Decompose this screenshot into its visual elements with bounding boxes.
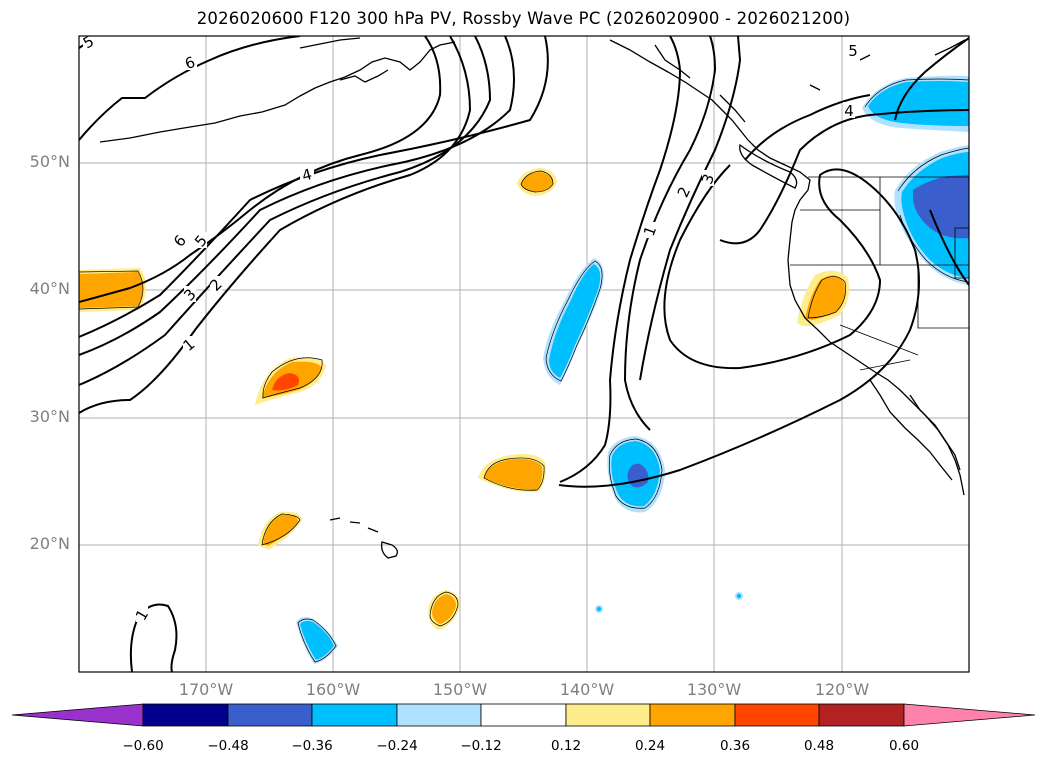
graticule xyxy=(79,36,969,672)
lon-label-160w: 160°W xyxy=(305,680,361,699)
colorbar-extend-low xyxy=(11,703,144,727)
contour-label: 4 xyxy=(844,102,854,120)
colorbar-bin xyxy=(565,703,651,727)
lat-label-40n: 40°N xyxy=(29,279,70,298)
lon-label-150w: 150°W xyxy=(432,680,488,699)
colorbar-tick: 0.60 xyxy=(888,738,920,754)
colorbar xyxy=(11,703,1036,727)
colorbar-extend-high xyxy=(903,703,1036,727)
lat-label-50n: 50°N xyxy=(29,152,70,171)
colorbar-tick: −0.12 xyxy=(460,738,502,754)
contour-label: 4 xyxy=(300,165,314,185)
map-title: 2026020600 F120 300 hPa PV, Rossby Wave … xyxy=(196,9,851,28)
colorbar-tick: −0.36 xyxy=(291,738,333,754)
colorbar-tick: −0.60 xyxy=(122,738,164,754)
contour-label: 5 xyxy=(848,42,858,60)
colorbar-bin xyxy=(734,703,820,727)
colorbar-tick: −0.24 xyxy=(376,738,418,754)
colorbar-tick: 0.24 xyxy=(634,738,666,754)
colorbar-bin xyxy=(142,703,229,727)
contour-label: 1 xyxy=(180,335,199,355)
lat-label-30n: 30°N xyxy=(29,407,70,426)
rossby-wave-shading xyxy=(79,75,969,664)
political-borders xyxy=(790,176,969,371)
lon-label-130w: 130°W xyxy=(686,680,742,699)
colorbar-bin xyxy=(649,703,736,727)
map-content: 5 6 4 6 5 3 2 1 1 2 3 4 5 1 xyxy=(79,36,969,672)
colorbar-bin xyxy=(227,703,313,727)
blob-outlines xyxy=(79,78,969,663)
colorbar-bin xyxy=(396,703,482,727)
colorbar-tick: 0.48 xyxy=(803,738,835,754)
colorbar-bin xyxy=(818,703,905,727)
map-frame xyxy=(78,35,970,673)
pv-contours xyxy=(79,36,969,672)
lon-label-170w: 170°W xyxy=(178,680,234,699)
colorbar-bin xyxy=(311,703,398,727)
colorbar-tick: 0.12 xyxy=(550,738,582,754)
contour-label-plates xyxy=(83,36,859,622)
colorbar-tick: 0.36 xyxy=(719,738,751,754)
lat-label-20n: 20°N xyxy=(29,534,70,553)
lon-label-120w: 120°W xyxy=(814,680,870,699)
colorbar-bin xyxy=(480,703,567,727)
colorbar-tick: −0.48 xyxy=(207,738,249,754)
lon-label-140w: 140°W xyxy=(559,680,615,699)
